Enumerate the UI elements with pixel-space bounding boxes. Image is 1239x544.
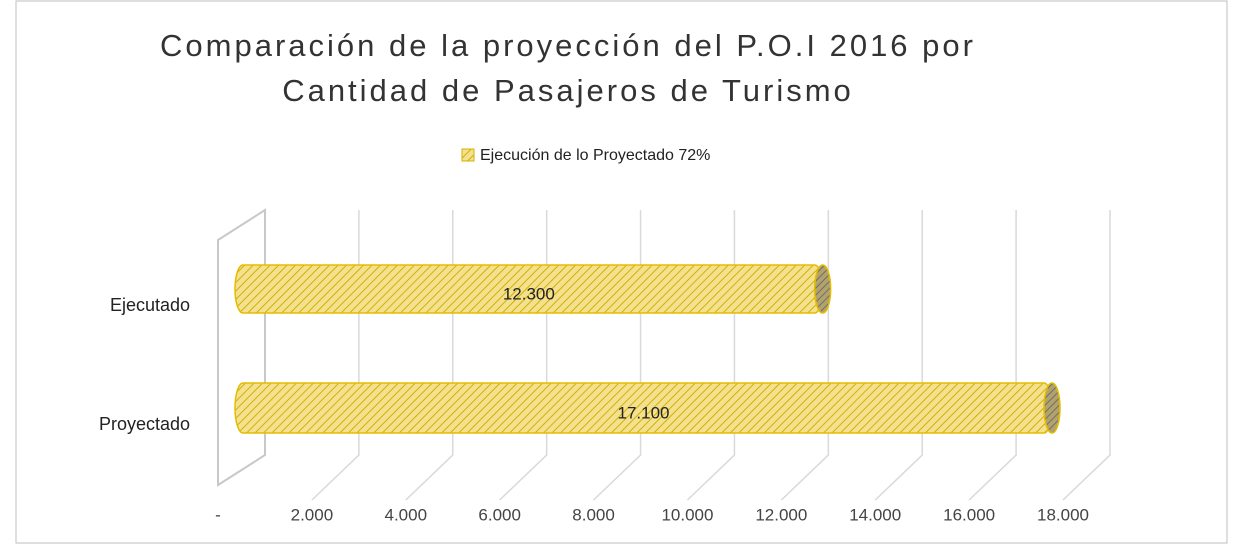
legend-label: Ejecución de lo Proyectado 72% (480, 147, 710, 164)
legend-swatch (461, 148, 475, 162)
side-wall (217, 208, 266, 487)
bar-cap (813, 264, 832, 314)
x-tick-label: 14.000 (849, 505, 901, 524)
x-tick-label: 18.000 (1037, 505, 1089, 524)
y-tick-label: Ejecutado (110, 295, 190, 315)
x-tick-label: 8.000 (572, 505, 615, 524)
x-tick-label: 10.000 (661, 505, 713, 524)
y-tick-label: Proyectado (99, 414, 190, 434)
x-tick-label: 16.000 (943, 505, 995, 524)
grid-line (968, 210, 1017, 501)
x-tick-label: 6.000 (478, 505, 521, 524)
grid-line (874, 210, 923, 501)
chart-title: Comparación de la proyección del P.O.I 2… (160, 28, 976, 63)
x-tick-label: - (215, 505, 221, 524)
x-tick-label: 2.000 (291, 505, 334, 524)
value-label: 12.300 (503, 284, 555, 303)
chart-title: Cantidad de Pasajeros de Turismo (282, 73, 854, 108)
value-label: 17.100 (618, 403, 670, 422)
x-tick-label: 12.000 (755, 505, 807, 524)
x-tick-label: 4.000 (385, 505, 428, 524)
grid-line (1062, 210, 1111, 501)
bar-cap (1043, 382, 1061, 434)
